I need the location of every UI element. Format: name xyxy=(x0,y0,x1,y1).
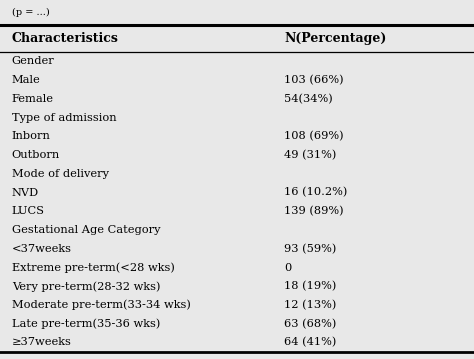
Text: 54(34%): 54(34%) xyxy=(284,94,333,104)
Text: 63 (68%): 63 (68%) xyxy=(284,318,337,329)
Text: 139 (89%): 139 (89%) xyxy=(284,206,344,216)
Text: ≥37weeks: ≥37weeks xyxy=(12,337,72,348)
Text: Male: Male xyxy=(12,75,41,85)
Text: 49 (31%): 49 (31%) xyxy=(284,150,337,160)
Text: Inborn: Inborn xyxy=(12,131,51,141)
Text: N(Percentage): N(Percentage) xyxy=(284,32,387,45)
Text: 64 (41%): 64 (41%) xyxy=(284,337,337,348)
Text: 16 (10.2%): 16 (10.2%) xyxy=(284,187,348,198)
Text: Moderate pre-term(33-34 wks): Moderate pre-term(33-34 wks) xyxy=(12,300,191,310)
Text: Very pre-term(28-32 wks): Very pre-term(28-32 wks) xyxy=(12,281,160,292)
Text: Gender: Gender xyxy=(12,56,55,66)
Text: 93 (59%): 93 (59%) xyxy=(284,244,337,254)
Text: NVD: NVD xyxy=(12,187,39,197)
Text: (p = ...): (p = ...) xyxy=(12,8,50,17)
Text: Type of admission: Type of admission xyxy=(12,113,117,123)
Text: 103 (66%): 103 (66%) xyxy=(284,75,344,85)
Text: 18 (19%): 18 (19%) xyxy=(284,281,337,292)
Text: Late pre-term(35-36 wks): Late pre-term(35-36 wks) xyxy=(12,318,160,329)
Text: 12 (13%): 12 (13%) xyxy=(284,300,337,310)
Text: Mode of delivery: Mode of delivery xyxy=(12,169,109,179)
Text: 108 (69%): 108 (69%) xyxy=(284,131,344,141)
Text: Extreme pre-term(<28 wks): Extreme pre-term(<28 wks) xyxy=(12,262,175,273)
Text: 0: 0 xyxy=(284,262,292,272)
Text: Gestational Age Category: Gestational Age Category xyxy=(12,225,160,235)
Text: LUCS: LUCS xyxy=(12,206,45,216)
Text: <37weeks: <37weeks xyxy=(12,244,72,254)
Text: Female: Female xyxy=(12,94,54,104)
Text: Characteristics: Characteristics xyxy=(12,32,118,45)
Text: Outborn: Outborn xyxy=(12,150,60,160)
